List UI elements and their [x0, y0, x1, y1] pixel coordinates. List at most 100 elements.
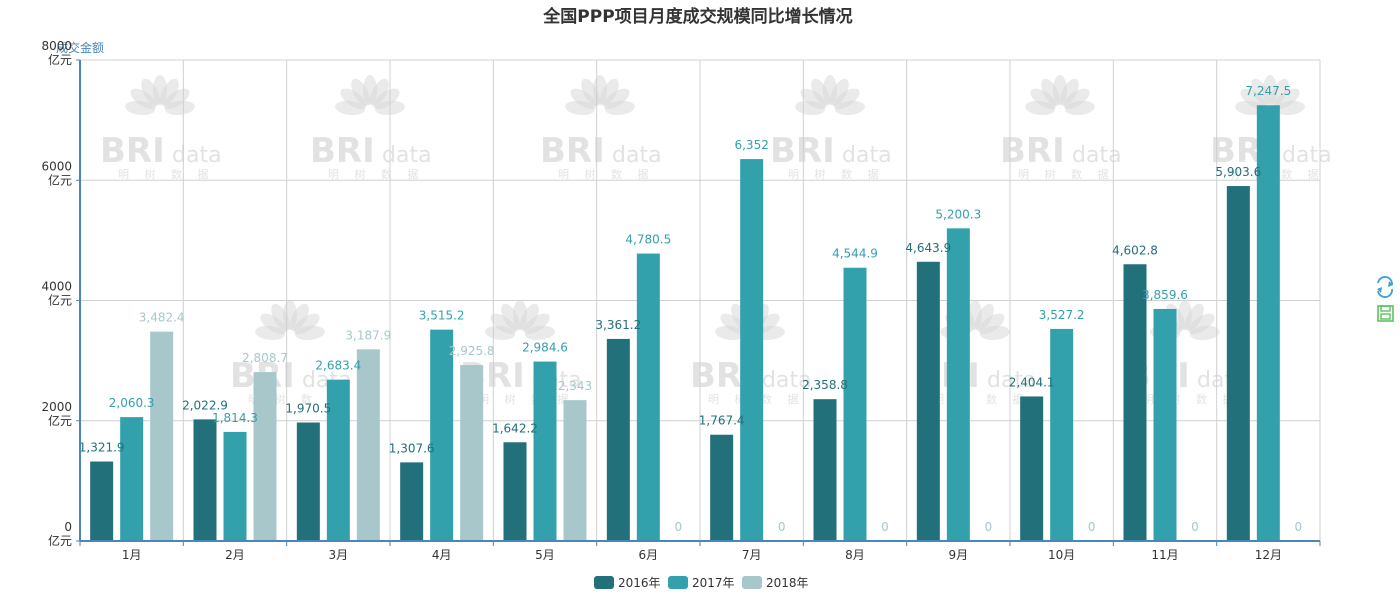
data-label: 3,482.4 — [139, 311, 185, 325]
data-label: 2,404.1 — [1009, 375, 1055, 389]
watermark-leaf — [1060, 78, 1079, 106]
legend-item[interactable]: 2018年 — [742, 576, 809, 590]
watermark-leaf — [830, 78, 849, 106]
data-label: 2,808.7 — [242, 351, 288, 365]
data-label: 1,307.6 — [389, 441, 435, 455]
y-tick-label: 8000 — [41, 39, 72, 53]
watermark-leaf — [1189, 325, 1220, 341]
watermark-suffix: data — [172, 143, 222, 168]
data-label: 3,515.2 — [419, 309, 465, 323]
legend-item[interactable]: 2017年 — [668, 576, 735, 590]
x-tick-label: 11月 — [1151, 548, 1178, 562]
watermark-leaf — [979, 325, 1010, 341]
watermark-leaf — [1030, 88, 1057, 110]
data-label: 2,358.8 — [802, 378, 848, 392]
data-label: 2,060.3 — [109, 396, 155, 410]
watermark-suffix: data — [987, 368, 1037, 393]
data-label: 7,247.5 — [1245, 84, 1291, 98]
data-label: 6,352 — [734, 138, 768, 152]
data-label: 0 — [1295, 520, 1303, 534]
watermark-suffix: data — [612, 143, 662, 168]
legend-label: 2018年 — [766, 576, 809, 590]
data-label: 0 — [1191, 520, 1199, 534]
legend-swatch — [742, 576, 762, 589]
bar — [1153, 308, 1177, 541]
bar — [356, 349, 380, 541]
bar — [1256, 105, 1280, 541]
legend-label: 2017年 — [692, 576, 735, 590]
y-tick-unit: 亿元 — [48, 413, 72, 428]
data-label: 0 — [985, 520, 993, 534]
x-tick-label: 8月 — [845, 548, 865, 562]
watermark-leaf — [520, 303, 539, 331]
bar — [636, 253, 660, 541]
watermark-leaf — [1185, 303, 1204, 331]
watermark-brand: BRI — [540, 131, 605, 171]
data-label: 3,361.2 — [595, 318, 641, 332]
watermark-leaf — [340, 88, 367, 110]
toolbox[interactable] — [1377, 276, 1394, 322]
data-label: 3,527.2 — [1039, 308, 1085, 322]
legend[interactable]: 2016年 2017年 2018年 — [594, 576, 809, 590]
bar — [90, 461, 114, 541]
data-label: 1,321.9 — [79, 441, 125, 455]
watermark-suffix: data — [382, 143, 432, 168]
x-tick-label: 2月 — [225, 548, 245, 562]
legend-item[interactable]: 2016年 — [594, 576, 661, 590]
watermark-leaf — [490, 313, 517, 335]
refresh-icon[interactable] — [1377, 276, 1393, 298]
bar — [1020, 396, 1044, 541]
watermark-leaf — [1270, 78, 1289, 106]
data-label: 1,767.4 — [699, 414, 745, 428]
x-tick-label: 10月 — [1048, 548, 1075, 562]
watermark-leaf — [604, 100, 635, 116]
bar — [740, 159, 764, 541]
watermark-brand: BRI — [100, 131, 165, 171]
data-label: 2,925.8 — [449, 344, 495, 358]
bar — [400, 462, 424, 541]
watermark-leaf — [834, 100, 865, 116]
save-image-icon[interactable] — [1377, 305, 1394, 322]
watermark-brand: BRI — [770, 131, 835, 171]
bar — [843, 267, 867, 541]
watermark-brand: BRI — [1000, 131, 1065, 171]
watermark-leaf — [720, 313, 747, 335]
watermark-leaf — [294, 325, 325, 341]
data-label: 1,814.3 — [212, 411, 258, 425]
watermark-subtext: 明 树 数 据 — [1018, 167, 1115, 181]
refresh-arc-bottom — [1377, 288, 1393, 298]
legend-swatch — [594, 576, 614, 589]
watermark-suffix: data — [842, 143, 892, 168]
data-label: 0 — [881, 520, 889, 534]
data-label: 4,643.9 — [905, 241, 951, 255]
y-tick-label: 6000 — [41, 159, 72, 173]
y-tick-unit: 亿元 — [48, 293, 72, 308]
data-label: 5,200.3 — [935, 207, 981, 221]
data-label: 0 — [778, 520, 786, 534]
bar — [813, 399, 837, 541]
x-tick-label: 4月 — [432, 548, 452, 562]
watermark-leaf — [1064, 100, 1095, 116]
bar — [253, 372, 277, 541]
y-tick-label: 2000 — [41, 400, 72, 414]
save-label — [1380, 313, 1391, 320]
save-shutter — [1380, 305, 1391, 312]
bar — [150, 331, 174, 541]
y-tick-unit: 亿元 — [48, 172, 72, 187]
bar — [503, 442, 527, 541]
watermark-leaf — [1274, 100, 1305, 116]
data-label: 1,642.2 — [492, 421, 538, 435]
bar — [120, 417, 144, 541]
bar — [460, 365, 484, 541]
refresh-arrow-top — [1388, 281, 1393, 287]
watermark-leaf — [600, 78, 619, 106]
watermark-subtext: 明 树 数 据 — [558, 167, 655, 181]
data-labels-layer: 1,321.9 2,060.3 3,482.4 2,022.91,814.3 2,808… — [79, 84, 1302, 534]
watermark-leaf — [975, 303, 994, 331]
refresh-arrow-bottom — [1377, 287, 1382, 293]
watermark-leaf — [160, 78, 179, 106]
